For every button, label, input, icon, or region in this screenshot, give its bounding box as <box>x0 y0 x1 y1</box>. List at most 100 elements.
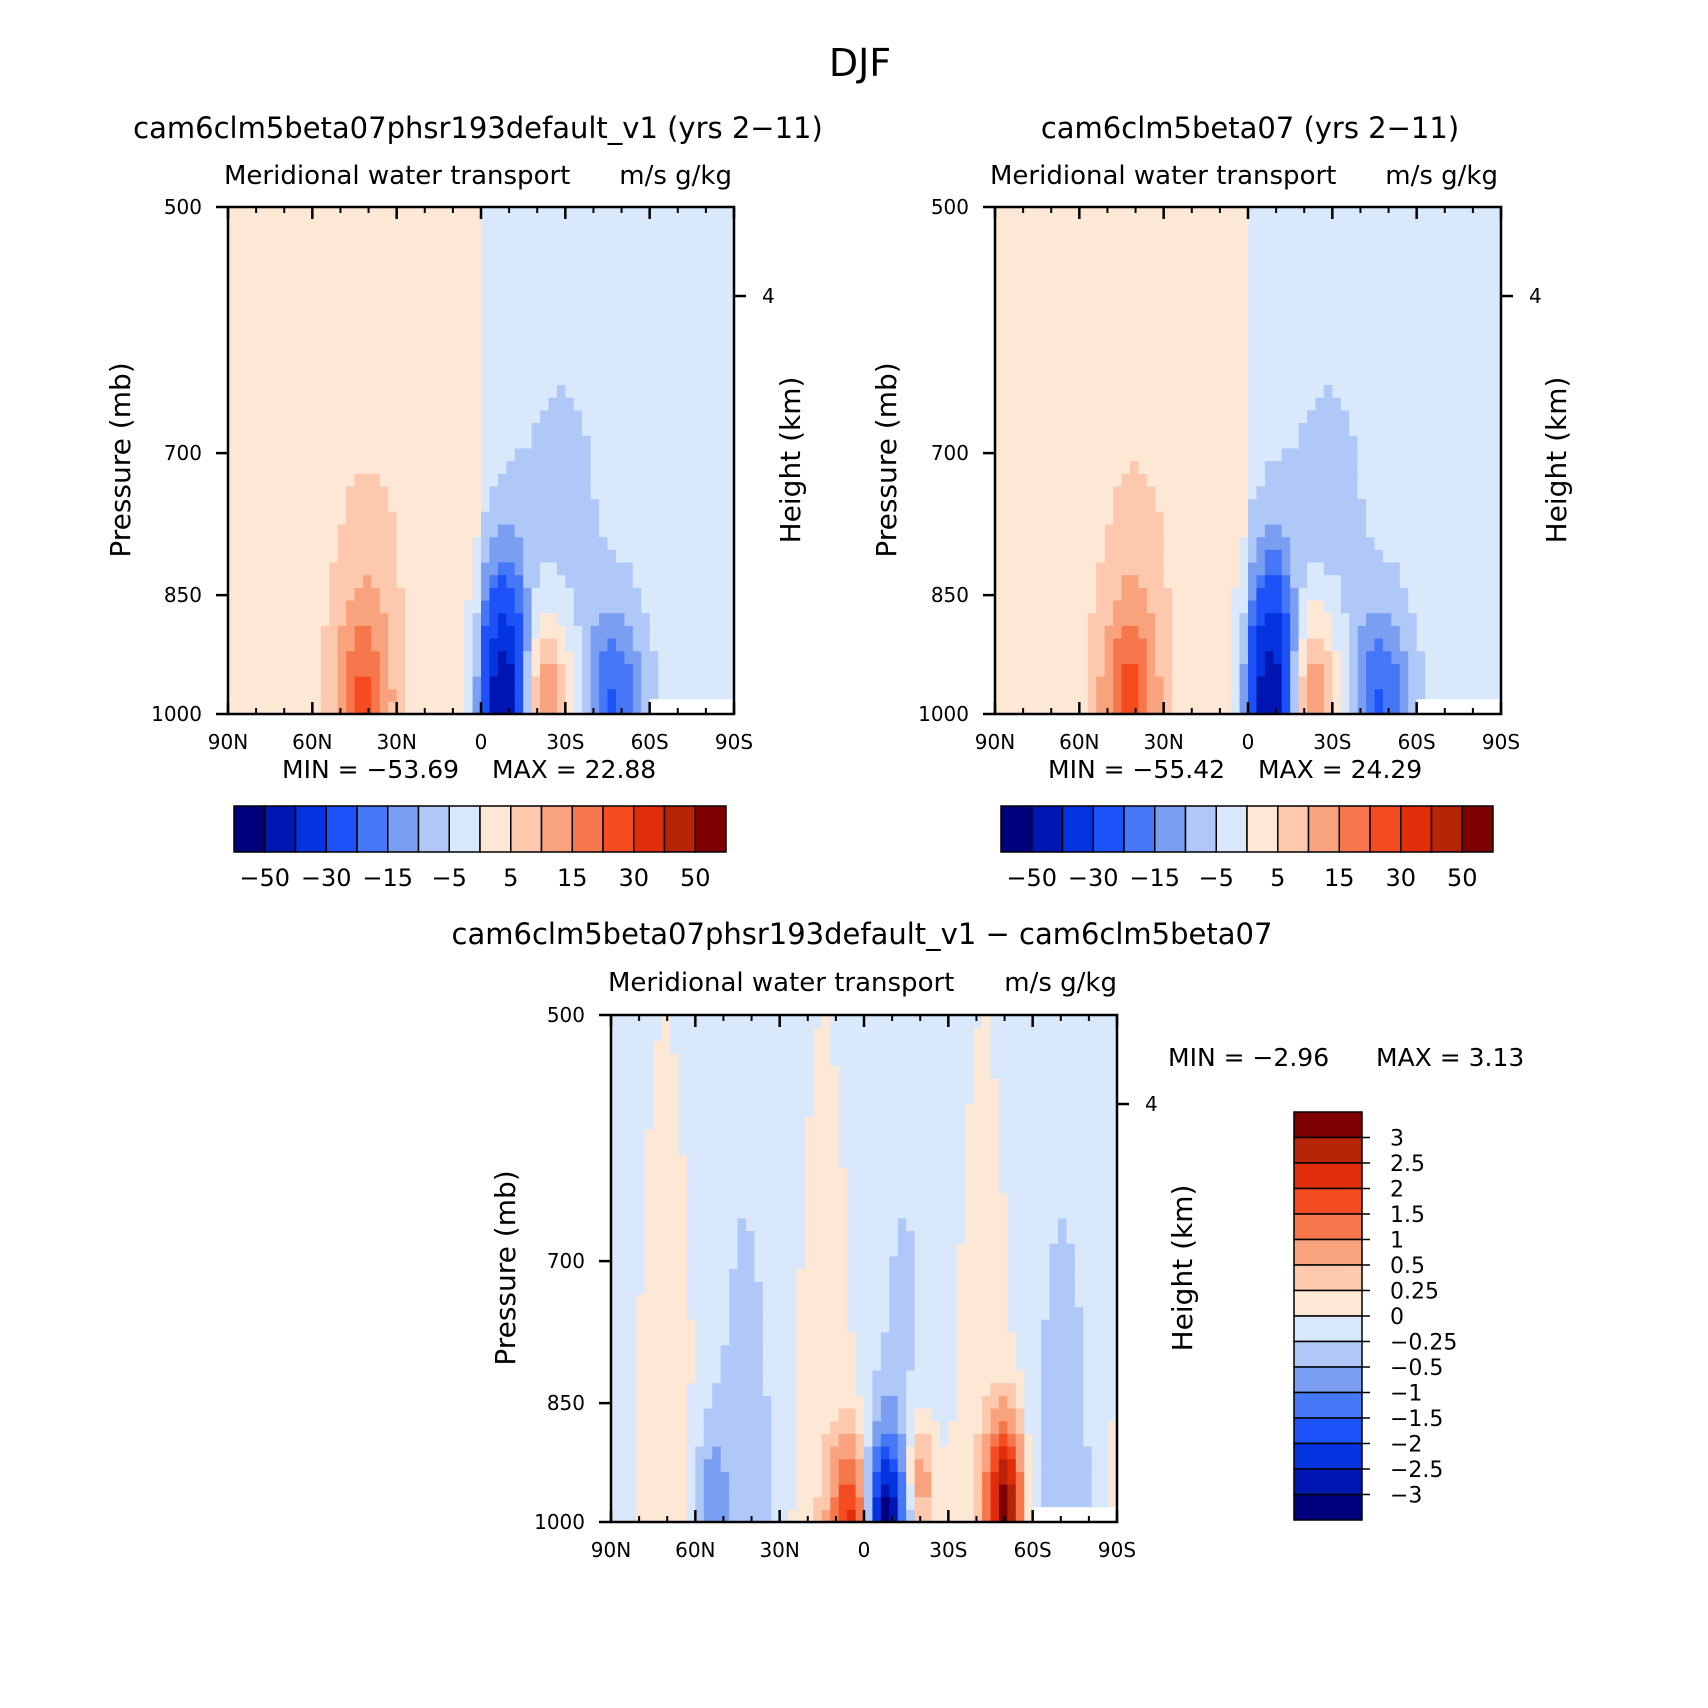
contour-cell <box>329 219 339 233</box>
contour-cell <box>455 511 465 525</box>
contour-cell <box>556 384 566 398</box>
contour-cell <box>497 625 507 639</box>
contour-cell <box>1340 688 1350 702</box>
contour-cell <box>1433 447 1443 462</box>
contour-cell <box>624 625 634 639</box>
colorbar-box <box>1154 805 1187 853</box>
contour-cell <box>1399 650 1409 664</box>
contour-cell <box>1281 245 1291 259</box>
contour-cell <box>1475 574 1485 588</box>
contour-cell <box>253 688 263 702</box>
contour-cell <box>1307 397 1317 411</box>
contour-cell <box>464 498 474 512</box>
contour-cell <box>472 371 482 386</box>
contour-cell <box>523 688 533 702</box>
contour-cell <box>1281 675 1291 690</box>
contour-cell <box>1475 283 1485 297</box>
contour-cell <box>371 257 381 271</box>
contour-cell <box>1256 460 1266 474</box>
contour-cell <box>615 447 625 462</box>
contour-cell <box>1121 536 1131 550</box>
contour-cell <box>1121 701 1131 714</box>
contour-cell <box>1096 460 1106 474</box>
contour-cell <box>590 625 600 639</box>
y2-tick-label: 4 <box>762 284 775 308</box>
contour-cell <box>421 599 431 614</box>
contour-cell <box>615 536 625 550</box>
contour-cell <box>599 257 609 271</box>
contour-cell <box>1239 612 1249 626</box>
contour-cell <box>287 536 297 550</box>
contour-cell <box>1121 321 1131 335</box>
contour-cell <box>1172 561 1182 576</box>
contour-cell <box>1079 485 1089 500</box>
contour-cell <box>1121 308 1131 322</box>
contour-cell <box>1062 308 1072 322</box>
contour-cell <box>396 295 406 310</box>
contour-cell <box>995 295 1005 310</box>
contour-cell <box>1340 308 1350 322</box>
contour-cell <box>1374 245 1384 259</box>
colorbar-box <box>264 805 297 853</box>
contour-cell <box>691 460 701 474</box>
contour-cell <box>303 473 313 487</box>
contour-cell <box>649 219 659 233</box>
contour-cell <box>1037 270 1047 284</box>
contour-cell <box>1475 384 1485 398</box>
contour-cell <box>1239 257 1249 271</box>
contour-cell <box>1467 257 1477 271</box>
contour-cell <box>1467 308 1477 322</box>
contour-cell <box>556 473 566 487</box>
contour-cell <box>1475 308 1485 322</box>
contour-cell <box>1484 422 1494 436</box>
contour-cell <box>540 549 550 563</box>
contour-cell <box>295 321 305 335</box>
contour-cell <box>1484 485 1494 500</box>
contour-cell <box>1484 587 1494 601</box>
contour-cell <box>683 574 693 588</box>
contour-cell <box>337 371 347 386</box>
contour-cell <box>228 295 238 310</box>
contour-cell <box>531 473 541 487</box>
contour-cell <box>337 207 347 221</box>
contour-cell <box>717 321 727 335</box>
contour-cell <box>236 270 246 284</box>
contour-cell <box>1239 346 1249 360</box>
contour-cell <box>1146 219 1156 233</box>
contour-cell <box>1374 270 1384 284</box>
contour-cell <box>228 460 238 474</box>
contour-cell <box>649 384 659 398</box>
contour-cell <box>1374 625 1384 639</box>
contour-cell <box>287 245 297 259</box>
contour-cell <box>379 359 389 373</box>
contour-cell <box>599 612 609 626</box>
contour-cell <box>329 245 339 259</box>
contour-cell <box>464 473 474 487</box>
contour-cell <box>717 637 727 652</box>
contour-cell <box>312 232 322 246</box>
contour-cell <box>1188 371 1198 386</box>
contour-cell <box>1146 675 1156 690</box>
contour-cell <box>1408 650 1418 664</box>
contour-cell <box>590 409 600 424</box>
contour-cell <box>700 308 710 322</box>
contour-cell <box>1079 333 1089 348</box>
contour-cell <box>548 549 558 563</box>
contour-cell <box>674 422 684 436</box>
contour-cell <box>1290 498 1300 512</box>
contour-cell <box>674 321 684 335</box>
contour-cell <box>674 536 684 550</box>
contour-cell <box>1180 207 1190 221</box>
contour-cell <box>674 511 684 525</box>
contour-cell <box>1340 460 1350 474</box>
contour-cell <box>253 422 263 436</box>
contour-cell <box>438 650 448 664</box>
contour-cell <box>1349 333 1359 348</box>
contour-cell <box>346 549 356 563</box>
contour-cell <box>1239 270 1249 284</box>
contour-cell <box>649 321 659 335</box>
contour-cell <box>244 207 254 221</box>
contour-cell <box>303 295 313 310</box>
contour-cell <box>1003 270 1013 284</box>
contour-cell <box>1028 270 1038 284</box>
